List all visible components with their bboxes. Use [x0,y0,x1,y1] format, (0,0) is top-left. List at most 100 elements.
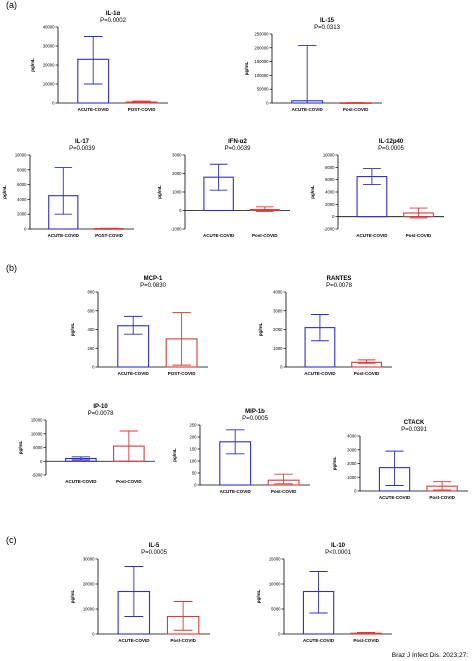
chart-pvalue: P<0.0001 [325,550,352,556]
y-tick-label: 30000 [83,557,95,562]
x-category-label: POST-COVID [128,107,157,112]
y-tick-label: 8000 [325,165,335,170]
y-axis-label: pg/mL [310,185,315,199]
chart-3: IL-17P=0.0039 0 2000 4000 6000 8000 10000 pg/mL… [2,139,134,238]
y-tick-label: 0 [354,489,357,494]
y-tick-label: 0 [92,365,95,370]
x-category-label: Post-COVID [271,489,297,494]
x-category-label: POST-COVID [168,371,197,376]
y-tick-label: 20000 [43,63,55,68]
y-tick-label: 4000 [347,434,357,439]
y-tick-label: 10000 [269,582,281,587]
chart-title: MIP-1b [245,409,265,415]
y-axis-label: pg/mL [172,448,177,462]
x-category-label: ACUTE-COVID [48,233,80,238]
y-axis-label: pg/mL [70,590,75,604]
y-tick-label: 800 [88,290,96,295]
y-tick-label: 4000 [325,190,335,195]
y-tick-label: 0 [92,632,95,637]
y-tick-label: 3000 [347,447,357,452]
chart-title: IFN-α2 [228,139,247,145]
x-category-label: ACUTE-COVID [203,233,235,238]
y-tick-label: 100 [190,459,198,464]
chart-2: IL-15P=0.0313 0 50000 100000 150000 200000 250… [244,18,382,112]
chart-1: IL-1αP=0.0002 0 10000 20000 30000 40000 pg/mL A… [30,11,168,112]
chart-pvalue: P=0.0830 [140,283,167,289]
y-tick-label: 3000 [273,308,283,313]
y-tick-label: 4000 [17,197,27,202]
x-category-label: POST-COVID [95,233,124,238]
y-tick-label: 6000 [325,177,335,182]
y-axis-label: pg/mL [332,457,337,471]
y-tick-label: 0 [40,459,43,464]
x-category-label: ACUTE-COVID [78,107,110,112]
chart-9: MIP-1bP=0.0005 0 50 100 150 200 250 pg/mL ACUTE-… [172,409,310,494]
y-tick-label: 4000 [273,290,283,295]
y-tick-label: 100000 [255,73,270,78]
y-tick-label: 0 [332,214,335,219]
x-category-label: ACUTE-COVID [220,489,252,494]
y-tick-label: 0 [266,101,269,106]
x-category-label: ACUTE-COVID [379,495,411,500]
chart-4: IFN-α2P=0.0039 -1000 0 1000 2000 3000 pg/mL ACU… [157,139,290,238]
y-tick-label: 200 [190,435,198,440]
panel-label-b: (b) [6,263,17,273]
chart-11: IL-5P=0.0005 0 10000 20000 30000 pg/mL ACUTE-C… [70,543,210,643]
chart-pvalue: P=0.0078 [326,283,353,289]
y-axis-label: pg/mL [70,323,75,337]
y-tick-label: 20000 [83,582,95,587]
journal-footer: Braz J Infect Dis. 2023;27: [392,652,468,659]
x-category-label: Post-COVID [354,371,380,376]
y-axis-label: pg/mL [157,185,162,199]
y-tick-label: 15000 [269,557,281,562]
y-tick-label: 10000 [83,607,95,612]
y-tick-label: 1000 [172,190,182,195]
y-tick-label: 0 [278,632,281,637]
y-tick-label: 50000 [257,87,269,92]
y-tick-label: 150 [190,447,198,452]
y-axis-label: pg/mL [2,185,7,199]
y-tick-label: 40000 [43,25,55,30]
chart-12: IL-10P<0.0001 0 5000 10000 15000 pg/mL ACUTE-C… [256,543,392,643]
y-tick-label: 10000 [15,153,27,158]
x-category-label: ACUTE-COVID [356,233,388,238]
x-category-label: ACUTE-COVID [303,638,335,643]
y-tick-label: 2000 [325,202,335,207]
chart-title: IP-10 [93,404,108,410]
chart-title: RANTES [327,276,352,282]
chart-title: CTACK [404,420,425,426]
y-tick-label: 600 [88,308,96,313]
y-tick-label: -1000 [171,227,182,232]
y-tick-label: 250 [190,423,198,428]
y-tick-label: 1000 [273,346,283,351]
chart-pvalue: P=0.0313 [314,25,341,31]
x-category-label: Post-COVID [406,233,432,238]
y-tick-label: -5000 [32,473,43,478]
y-tick-label: 1000 [347,475,357,480]
y-tick-label: 150000 [255,59,270,64]
x-category-label: Post-COVID [343,107,369,112]
chart-pvalue: P=0.0039 [69,146,96,152]
y-axis-label: pg/mL [256,590,261,604]
chart-pvalue: P=0.0078 [88,411,115,417]
y-tick-label: -2000 [324,227,335,232]
y-tick-label: 2000 [172,171,182,176]
chart-pvalue: P=0.0005 [378,146,405,152]
y-tick-label: 2000 [273,327,283,332]
chart-title: IL-10 [331,543,346,549]
x-category-label: Post-COVID [170,638,196,643]
chart-title: MCP-1 [144,276,163,282]
y-tick-label: 250000 [255,32,270,37]
chart-title: IL-17 [75,139,90,145]
y-tick-label: 200 [88,346,96,351]
chart-8: IP-10P=0.0078 -5000 0 5000 10000 15000 pg/mL AC… [18,404,155,484]
chart-pvalue: P=0.0005 [242,416,269,422]
y-tick-label: 0 [194,483,197,488]
y-tick-label: 30000 [43,44,55,49]
panel-label-c: (c) [6,535,17,545]
y-tick-label: 5000 [33,445,43,450]
y-tick-label: 0 [179,208,182,213]
